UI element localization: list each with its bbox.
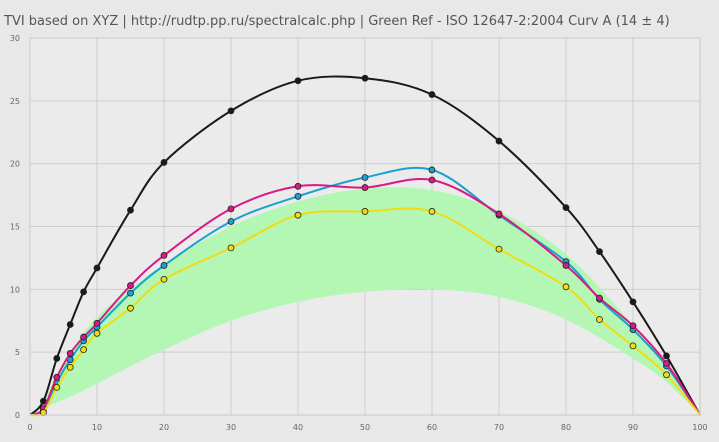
x-tick-label: 40 (293, 423, 303, 432)
data-point (160, 262, 168, 269)
data-point (428, 208, 436, 215)
data-point (227, 205, 235, 213)
data-point (361, 74, 369, 82)
chart-title: TVI based on XYZ | http://rudtp.pp.ru/sp… (4, 14, 670, 29)
data-point (80, 288, 87, 296)
data-point (294, 182, 302, 190)
data-point (160, 252, 168, 259)
y-tick-label: 30 (10, 34, 20, 43)
x-tick-label: 70 (494, 423, 504, 432)
y-tick-label: 5 (15, 348, 20, 357)
data-point (361, 174, 369, 181)
x-tick-label: 80 (561, 423, 571, 432)
data-point (428, 91, 436, 98)
data-point (160, 275, 168, 283)
data-point (294, 77, 302, 85)
x-tick-label: 20 (159, 423, 169, 432)
data-point (294, 192, 302, 200)
data-point (294, 211, 302, 219)
data-point (629, 298, 637, 306)
plot-frame (29, 37, 701, 416)
x-tick-label: 10 (92, 423, 102, 432)
series-3 (29, 207, 701, 417)
reference-band (30, 187, 700, 415)
x-tick-label: 30 (226, 423, 236, 432)
data-point (127, 206, 134, 214)
tick-labels: 0 5 10 15 20 25 30 0 10 20 30 40 50 60 70 80 90 100 (10, 34, 708, 432)
data-point (596, 294, 603, 302)
data-point (495, 245, 503, 253)
data-point (66, 350, 74, 357)
data-point (53, 383, 61, 391)
data-point (93, 264, 101, 272)
data-point (127, 289, 134, 297)
data-point (562, 262, 570, 269)
series-2 (29, 176, 701, 416)
data-point (127, 282, 134, 289)
data-point (562, 283, 570, 291)
data-point (663, 371, 670, 379)
data-point (93, 329, 101, 337)
x-tick-label: 50 (360, 423, 370, 432)
data-point (53, 355, 61, 362)
data-point (428, 176, 436, 184)
data-point (66, 321, 74, 328)
data-point (53, 373, 61, 381)
y-tick-label: 15 (10, 223, 20, 232)
x-tick-label: 0 (27, 423, 32, 432)
data-point (227, 218, 235, 225)
data-point (428, 166, 436, 174)
y-tick-label: 10 (10, 285, 20, 294)
x-tick-label: 100 (692, 423, 707, 432)
data-point (629, 342, 637, 350)
data-point (562, 204, 570, 212)
reference-band-area (30, 187, 700, 415)
data-point (596, 248, 603, 256)
data-point (663, 360, 670, 367)
data-point (663, 352, 670, 360)
data-point (361, 208, 369, 215)
y-tick-label: 20 (10, 160, 20, 169)
data-point (495, 137, 503, 145)
data-point (66, 363, 74, 371)
data-point (227, 244, 235, 252)
data-point (227, 107, 235, 115)
x-tick-label: 90 (628, 423, 638, 432)
data-point (160, 159, 168, 166)
data-point (93, 319, 101, 327)
data-point (629, 322, 637, 330)
data-point (80, 346, 87, 354)
y-tick-label: 0 (15, 411, 20, 420)
data-point (596, 316, 603, 323)
series-layer (29, 74, 701, 417)
y-tick-label: 25 (10, 97, 20, 106)
data-point (127, 304, 134, 312)
series-0 (29, 74, 701, 416)
data-point (80, 333, 87, 341)
data-point (361, 184, 369, 191)
data-point (495, 210, 503, 218)
x-tick-label: 60 (427, 423, 437, 432)
